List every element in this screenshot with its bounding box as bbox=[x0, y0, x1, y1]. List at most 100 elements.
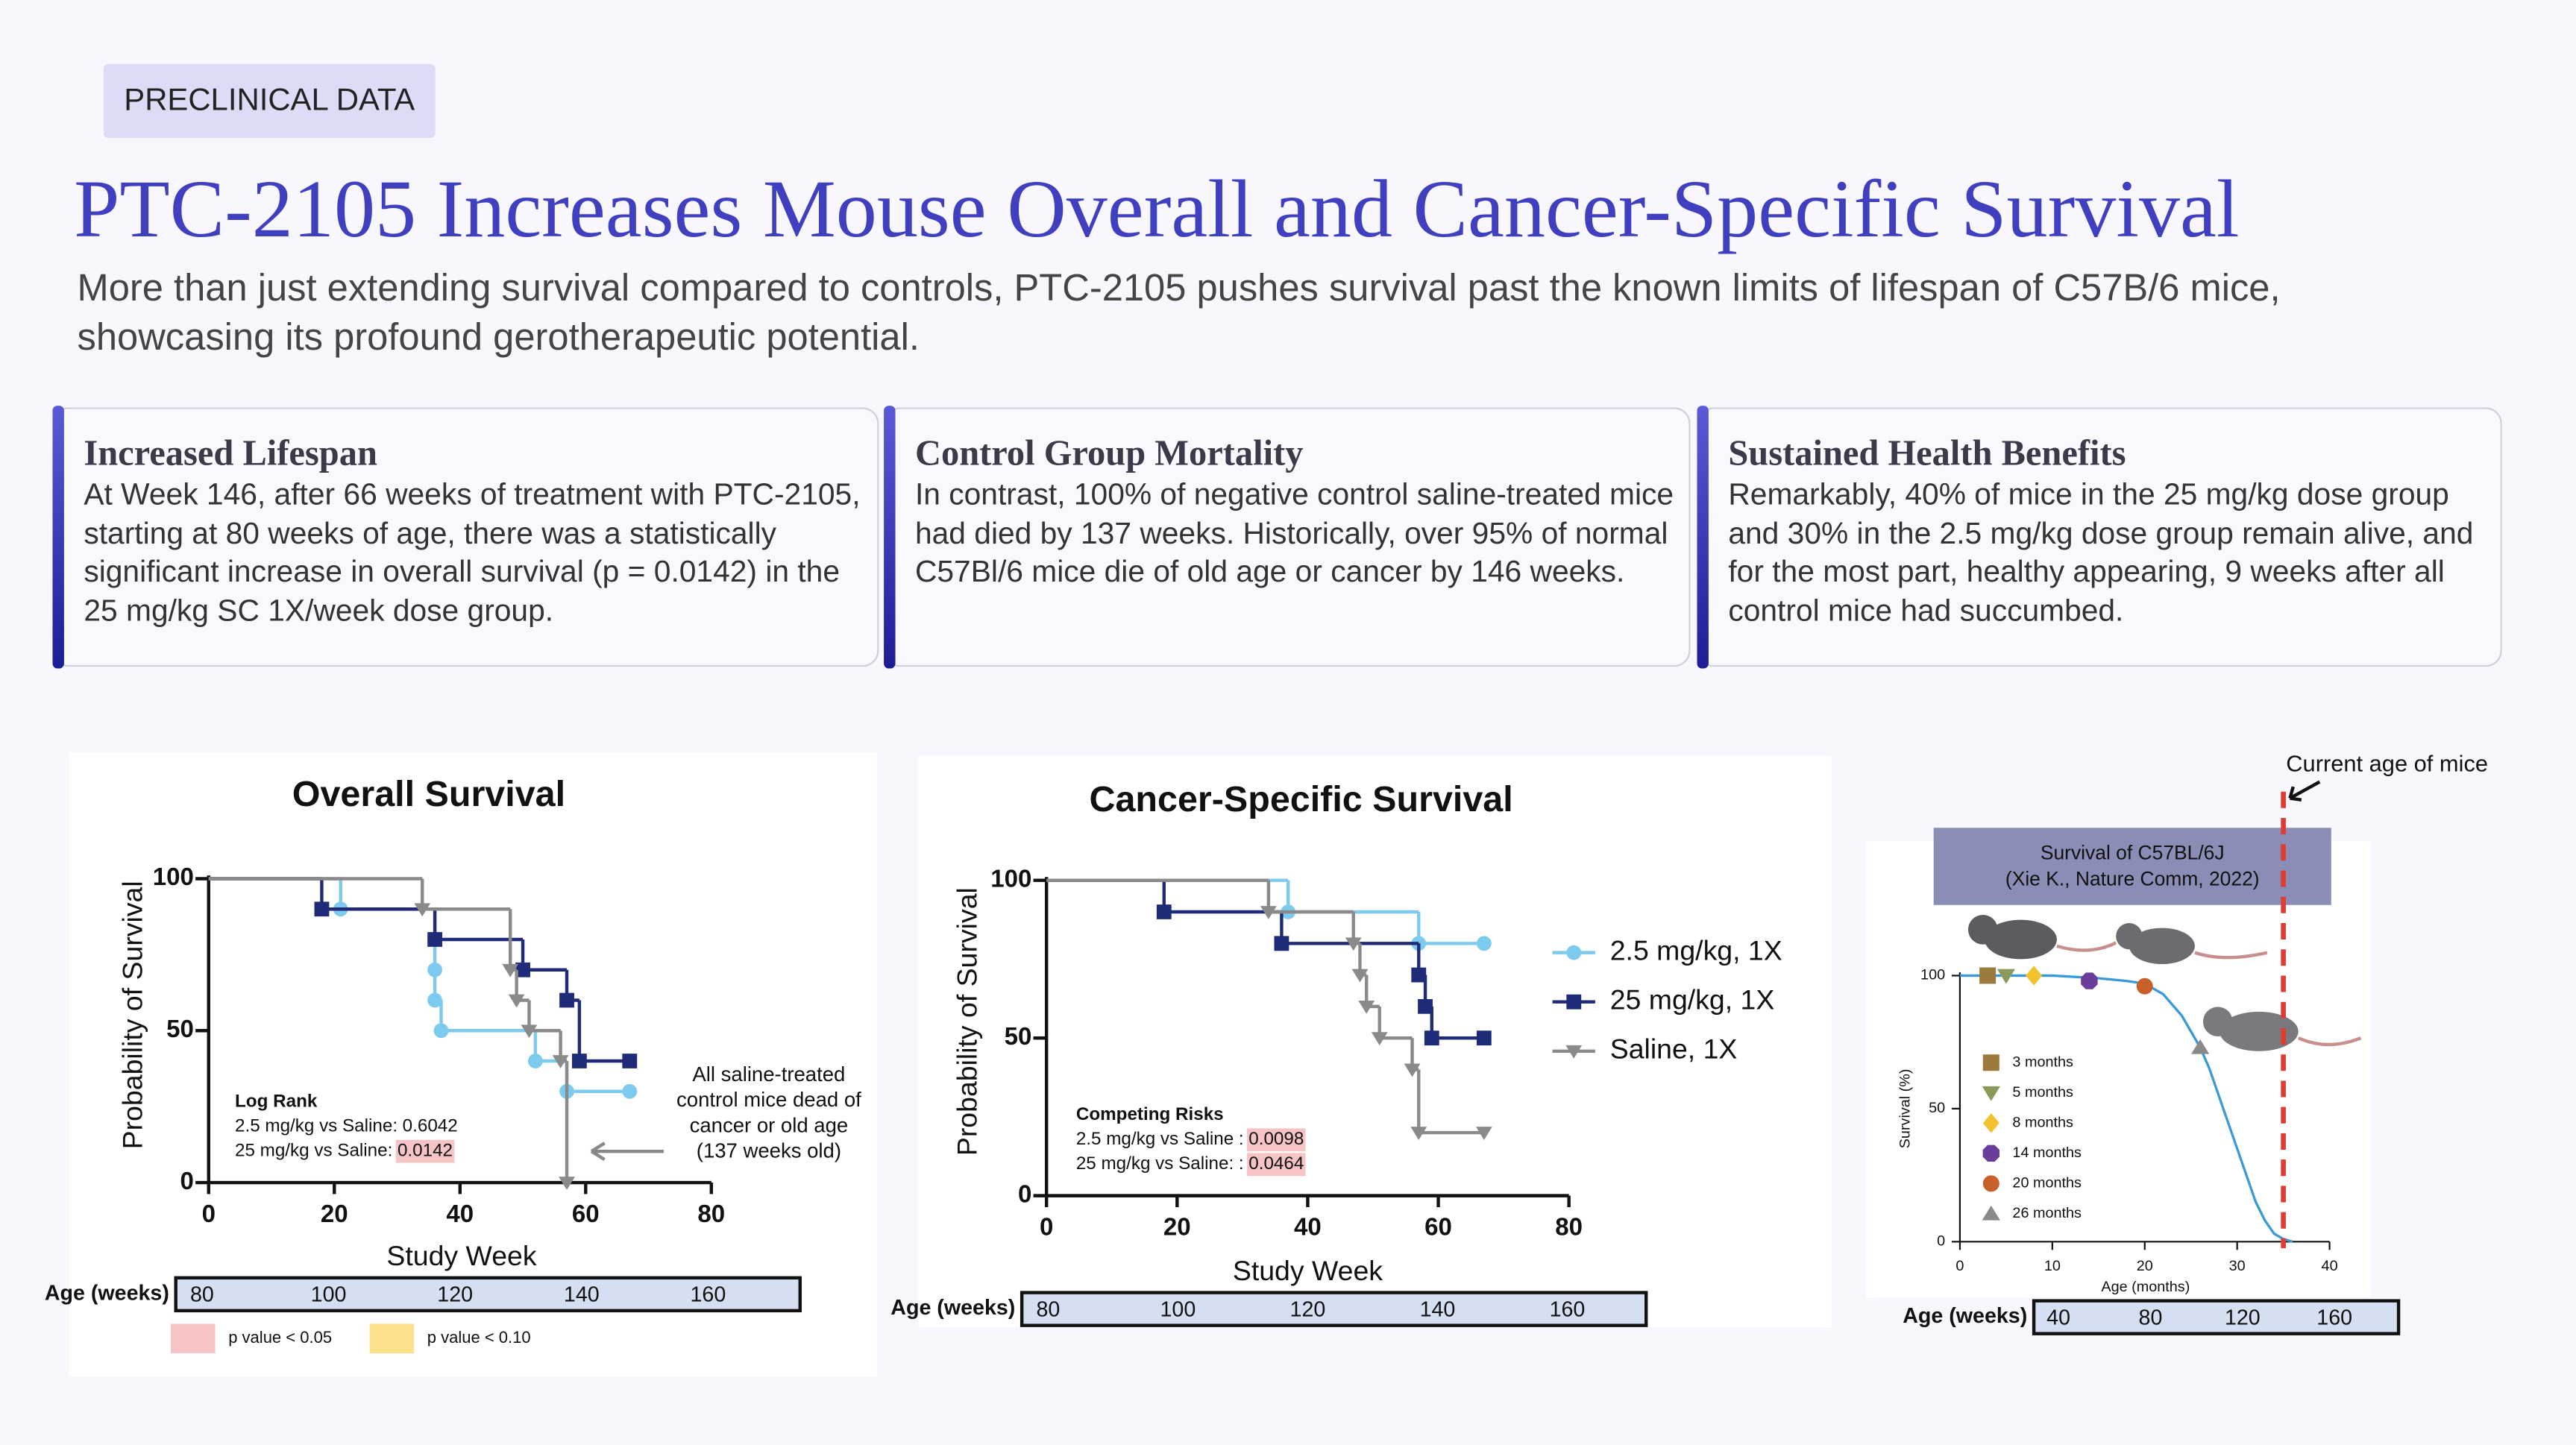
survival-line bbox=[1959, 974, 2293, 1243]
y-axis-label: Survival (%) bbox=[1897, 1068, 1913, 1148]
y-tick-label: 50 bbox=[1005, 1023, 1032, 1051]
age-tick: 160 bbox=[1550, 1297, 1586, 1321]
age-label: Age (weeks) bbox=[1903, 1304, 2027, 1328]
age-bar bbox=[1020, 1291, 1648, 1327]
marker bbox=[559, 992, 574, 1008]
marker bbox=[2026, 966, 2043, 986]
age-tick: 140 bbox=[1420, 1297, 1456, 1321]
chart-panel bbox=[69, 752, 878, 1376]
y-tick-label: 100 bbox=[990, 865, 1031, 892]
x-tick-label: 20 bbox=[321, 1200, 348, 1228]
marker bbox=[521, 1024, 538, 1039]
marker bbox=[1982, 1145, 1999, 1162]
note-arrow bbox=[590, 1142, 664, 1162]
slide-title: PTC-2105 Increases Mouse Overall and Can… bbox=[74, 163, 2240, 255]
card: Sustained Health Benefits Remarkably, 40%… bbox=[1697, 406, 2502, 669]
marker bbox=[552, 1055, 569, 1068]
marker bbox=[427, 992, 442, 1008]
marker bbox=[1566, 994, 1582, 1010]
mouse-illustrations bbox=[1967, 914, 2362, 1051]
age-label: Age (weeks) bbox=[45, 1281, 169, 1305]
marker bbox=[1565, 1045, 1583, 1059]
age-tick: 80 bbox=[2139, 1306, 2163, 1329]
y-tick-label: 50 bbox=[166, 1016, 194, 1043]
note: cancer or old age bbox=[690, 1113, 849, 1136]
card-text: Remarkably, 40% of mice in the 25 mg/kg … bbox=[1728, 476, 2474, 627]
x-axis-label: Study Week bbox=[386, 1240, 536, 1271]
legend-label: 20 months bbox=[2012, 1175, 2082, 1191]
marker bbox=[1345, 937, 1362, 951]
x-axis-label: Study Week bbox=[1233, 1255, 1383, 1286]
y-tick-label: 50 bbox=[1929, 1100, 1945, 1116]
y-axis-label: Probability of Survival bbox=[117, 881, 148, 1149]
marker bbox=[1982, 1175, 1999, 1192]
stats-title: Competing Risks bbox=[1076, 1104, 1224, 1124]
age-bar bbox=[174, 1276, 802, 1313]
marker bbox=[433, 1023, 449, 1039]
age-tick: 100 bbox=[311, 1283, 347, 1307]
chart-panel bbox=[1866, 840, 2371, 1298]
marker bbox=[2190, 1039, 2210, 1054]
card: Control Group Mortality In contrast, 100%… bbox=[884, 406, 1691, 669]
marker bbox=[314, 901, 330, 917]
legend-label: 3 months bbox=[2012, 1054, 2073, 1070]
card-title: Control Group Mortality bbox=[914, 432, 1304, 473]
legend-label: 26 months bbox=[2012, 1205, 2082, 1221]
x-tick-label: 80 bbox=[697, 1200, 725, 1228]
chart-subtitle: (Xie K., Nature Comm, 2022) bbox=[2005, 868, 2260, 890]
significance-label: p value < 0.10 bbox=[427, 1328, 531, 1347]
significance-swatch bbox=[369, 1323, 415, 1354]
chart-title: Survival of C57BL/6J bbox=[2041, 841, 2225, 863]
y-tick-label: 100 bbox=[153, 863, 194, 891]
card-title: Sustained Health Benefits bbox=[1728, 432, 2126, 473]
stats-value: 0.6042 bbox=[403, 1116, 458, 1136]
stats-label: 25 mg/kg vs Saline: bbox=[235, 1141, 392, 1161]
subtitle: More than just extending survival compar… bbox=[77, 265, 2281, 359]
x-tick-label: 60 bbox=[572, 1200, 600, 1228]
marker bbox=[1476, 1030, 1492, 1046]
stats-highlight bbox=[395, 1139, 455, 1163]
marker bbox=[1418, 998, 1433, 1014]
marker bbox=[414, 903, 431, 917]
age-tick: 160 bbox=[691, 1283, 726, 1307]
marker bbox=[1979, 967, 1997, 984]
marker bbox=[1411, 967, 1427, 983]
marker bbox=[622, 1054, 638, 1068]
age-tick: 120 bbox=[2225, 1306, 2261, 1329]
x-tick-label: 80 bbox=[1555, 1213, 1583, 1241]
legend-label: Saline, 1X bbox=[1610, 1033, 1738, 1065]
y-tick-label: 0 bbox=[1018, 1180, 1031, 1208]
legend-label: 8 months bbox=[2012, 1115, 2073, 1131]
stats-highlight bbox=[1247, 1128, 1306, 1152]
marker bbox=[1982, 1054, 1999, 1071]
legend-label: 5 months bbox=[2012, 1084, 2073, 1101]
stats-title: Log Rank bbox=[235, 1091, 318, 1111]
card-text: At Week 146, after 66 weeks of treatment… bbox=[84, 476, 861, 627]
marker bbox=[2136, 978, 2153, 995]
age-tick: 40 bbox=[2046, 1306, 2070, 1329]
note: All saline-treated bbox=[692, 1062, 845, 1086]
marker bbox=[1476, 936, 1492, 951]
x-tick-label: 0 bbox=[1955, 1258, 1964, 1274]
age-bar bbox=[2032, 1299, 2401, 1335]
marker bbox=[515, 962, 530, 978]
significance-swatch bbox=[171, 1323, 216, 1354]
marker bbox=[1351, 969, 1369, 983]
age-label: Age (weeks) bbox=[890, 1296, 1015, 1320]
age-tick: 160 bbox=[2316, 1306, 2352, 1329]
legend-label: 25 mg/kg, 1X bbox=[1610, 984, 1775, 1016]
significance-label: p value < 0.05 bbox=[228, 1328, 332, 1347]
y-tick-label: 0 bbox=[1937, 1233, 1945, 1250]
marker bbox=[1260, 906, 1277, 919]
marker bbox=[427, 932, 442, 947]
marker bbox=[571, 1054, 587, 1068]
marker bbox=[1566, 945, 1582, 960]
x-axis-label: Age (months) bbox=[2101, 1279, 2190, 1295]
y-tick-label: 0 bbox=[180, 1168, 194, 1195]
note: control mice dead of bbox=[676, 1088, 861, 1111]
x-tick-label: 0 bbox=[202, 1200, 216, 1228]
marker bbox=[1410, 1127, 1427, 1140]
marker bbox=[502, 963, 519, 978]
